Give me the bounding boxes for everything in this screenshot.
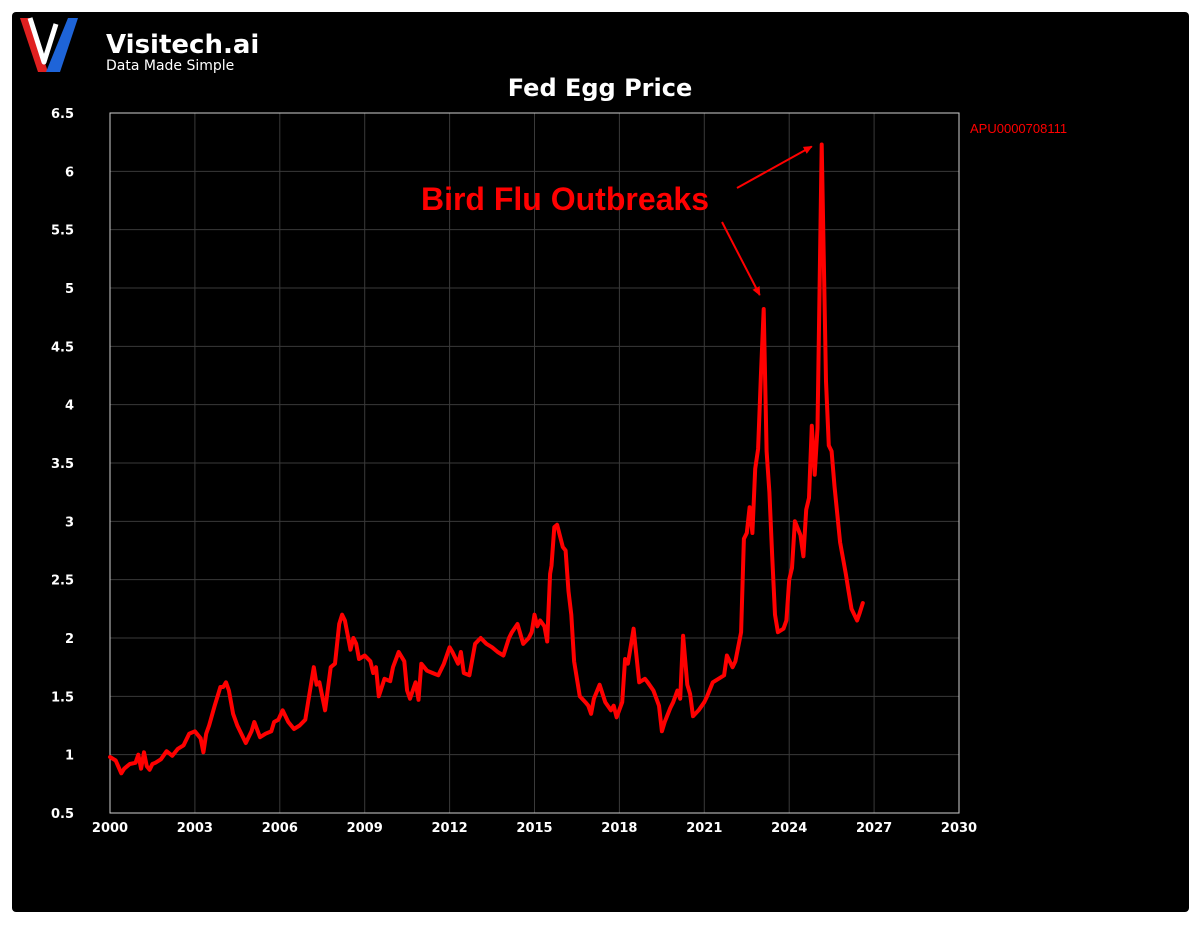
x-tick-label: 2009 [347, 821, 383, 836]
legend-entry-series: APU0000708111 [970, 121, 1067, 136]
brand-name: Visitech.ai [106, 30, 260, 60]
annotation-arrow [736, 145, 813, 189]
y-tick-label: 6 [65, 165, 74, 180]
y-tick-label: 5 [65, 282, 74, 297]
y-tick-label: 4 [65, 399, 74, 414]
y-tick-label: 3.5 [51, 457, 74, 472]
y-tick-label: 0.5 [51, 807, 74, 822]
x-tick-label: 2027 [856, 821, 892, 836]
x-tick-label: 2015 [516, 821, 552, 836]
y-tick-label: 5.5 [51, 224, 74, 239]
x-tick-label: 2012 [432, 821, 468, 836]
annotation-arrow [721, 221, 761, 296]
brand-tagline: Data Made Simple [106, 58, 235, 74]
y-tick-label: 1 [65, 749, 74, 764]
x-tick-label: 2030 [941, 821, 977, 836]
y-tick-label: 1.5 [51, 690, 74, 705]
y-axis: 0.5 1 1.5 2 2.5 3 3.5 4 4.5 5 5.5 6 6.5 [51, 107, 74, 822]
plot-frame [109, 112, 960, 814]
chart-panel [12, 12, 1189, 912]
y-tick-label: 3 [65, 515, 74, 530]
annotation-arrows [721, 145, 813, 296]
x-tick-label: 2000 [92, 821, 128, 836]
x-tick-label: 2024 [771, 821, 807, 836]
y-tick-label: 2.5 [51, 574, 74, 589]
chart-title: Fed Egg Price [508, 74, 693, 102]
x-tick-label: 2006 [262, 821, 298, 836]
x-tick-label: 2003 [177, 821, 213, 836]
brand-logo: Visitech.ai Data Made Simple [16, 14, 259, 78]
y-tick-label: 2 [65, 632, 74, 647]
x-axis: 2000 2003 2006 2009 2012 2015 2018 2021 2024 2027… [92, 821, 977, 836]
series-line-egg-price [108, 142, 865, 776]
x-tick-label: 2018 [601, 821, 637, 836]
annotation-bird-flu: Bird Flu Outbreaks [421, 181, 709, 217]
y-tick-label: 4.5 [51, 340, 74, 355]
visitech-logo-icon [20, 17, 78, 72]
y-tick-label: 6.5 [51, 107, 74, 122]
x-tick-label: 2021 [686, 821, 722, 836]
